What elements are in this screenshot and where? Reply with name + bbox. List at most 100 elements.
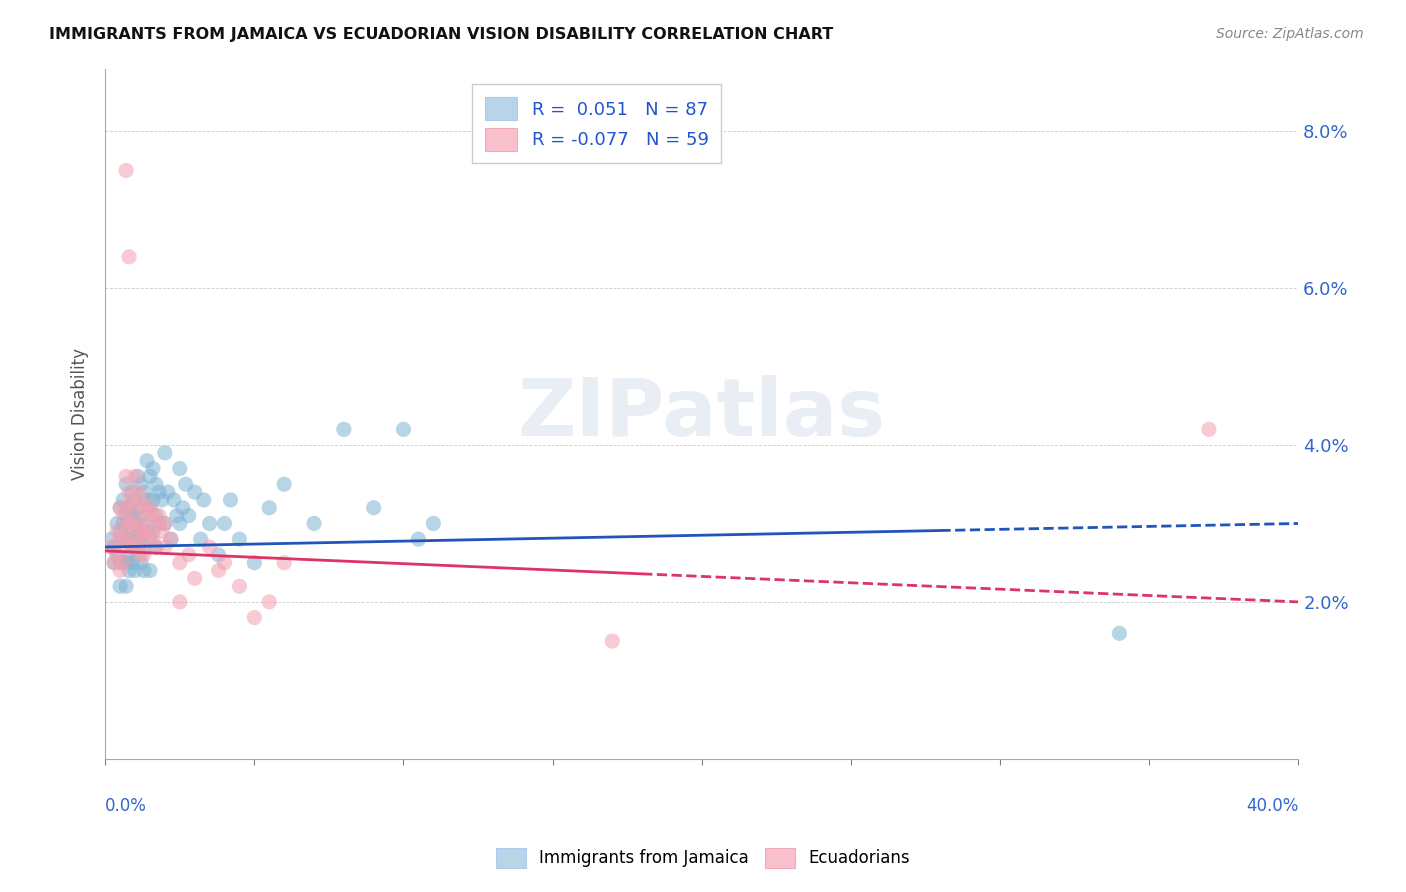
- Point: [150, 524, 173, 539]
- Point: [166, 508, 188, 523]
- Point: [112, 508, 135, 523]
- Point: [103, 556, 125, 570]
- Point: [392, 422, 415, 436]
- Point: [153, 446, 176, 460]
- Y-axis label: Vision Disability: Vision Disability: [72, 348, 89, 480]
- Point: [136, 524, 159, 539]
- Text: IMMIGRANTS FROM JAMAICA VS ECUADORIAN VISION DISABILITY CORRELATION CHART: IMMIGRANTS FROM JAMAICA VS ECUADORIAN VI…: [49, 27, 834, 42]
- Point: [600, 634, 623, 648]
- Point: [132, 540, 155, 554]
- Point: [148, 508, 170, 523]
- Point: [129, 548, 152, 562]
- Point: [163, 492, 186, 507]
- Point: [129, 532, 152, 546]
- Point: [174, 477, 197, 491]
- Point: [115, 469, 138, 483]
- Point: [172, 500, 194, 515]
- Point: [121, 492, 143, 507]
- Point: [121, 508, 143, 523]
- Point: [103, 556, 125, 570]
- Point: [142, 492, 165, 507]
- Point: [108, 500, 131, 515]
- Point: [115, 579, 138, 593]
- Point: [207, 548, 229, 562]
- Point: [118, 524, 141, 539]
- Point: [207, 564, 229, 578]
- Point: [121, 485, 143, 500]
- Point: [177, 548, 200, 562]
- Point: [118, 485, 141, 500]
- Point: [108, 532, 131, 546]
- Point: [243, 610, 266, 624]
- Point: [259, 500, 281, 515]
- Point: [118, 516, 141, 531]
- Point: [118, 250, 141, 264]
- Point: [142, 461, 165, 475]
- Point: [129, 492, 152, 507]
- Point: [115, 508, 138, 523]
- Point: [145, 516, 167, 531]
- Point: [139, 532, 162, 546]
- Point: [115, 500, 138, 515]
- Point: [139, 500, 162, 515]
- Point: [160, 532, 183, 546]
- Point: [105, 548, 128, 562]
- Point: [177, 508, 200, 523]
- Point: [132, 516, 155, 531]
- Point: [273, 556, 295, 570]
- Point: [142, 532, 165, 546]
- Point: [145, 540, 167, 554]
- Text: 40.0%: 40.0%: [1246, 797, 1298, 814]
- Point: [302, 516, 325, 531]
- Point: [228, 579, 250, 593]
- Point: [132, 564, 155, 578]
- Point: [124, 564, 146, 578]
- Point: [228, 532, 250, 546]
- Point: [129, 556, 152, 570]
- Point: [105, 524, 128, 539]
- Point: [169, 461, 191, 475]
- Point: [273, 477, 295, 491]
- Point: [145, 540, 167, 554]
- Point: [142, 508, 165, 523]
- Point: [108, 524, 131, 539]
- Point: [103, 540, 125, 554]
- Point: [160, 532, 183, 546]
- Point: [112, 532, 135, 546]
- Point: [193, 492, 215, 507]
- Point: [408, 532, 430, 546]
- Point: [139, 564, 162, 578]
- Point: [148, 485, 170, 500]
- Point: [124, 492, 146, 507]
- Point: [363, 500, 385, 515]
- Point: [115, 524, 138, 539]
- Point: [153, 516, 176, 531]
- Point: [214, 556, 236, 570]
- Point: [190, 532, 212, 546]
- Point: [243, 556, 266, 570]
- Point: [132, 524, 155, 539]
- Point: [153, 540, 176, 554]
- Point: [129, 524, 152, 539]
- Point: [333, 422, 356, 436]
- Point: [136, 532, 159, 546]
- Point: [259, 595, 281, 609]
- Point: [121, 532, 143, 546]
- Point: [148, 516, 170, 531]
- Point: [198, 540, 221, 554]
- Point: [150, 492, 173, 507]
- Point: [127, 524, 149, 539]
- Point: [105, 548, 128, 562]
- Point: [183, 571, 205, 585]
- Point: [121, 556, 143, 570]
- Point: [132, 485, 155, 500]
- Point: [127, 540, 149, 554]
- Point: [127, 500, 149, 515]
- Point: [169, 516, 191, 531]
- Legend: R =  0.051   N = 87, R = -0.077   N = 59: R = 0.051 N = 87, R = -0.077 N = 59: [472, 85, 721, 163]
- Point: [115, 163, 138, 178]
- Point: [136, 453, 159, 467]
- Point: [115, 477, 138, 491]
- Point: [112, 556, 135, 570]
- Point: [112, 556, 135, 570]
